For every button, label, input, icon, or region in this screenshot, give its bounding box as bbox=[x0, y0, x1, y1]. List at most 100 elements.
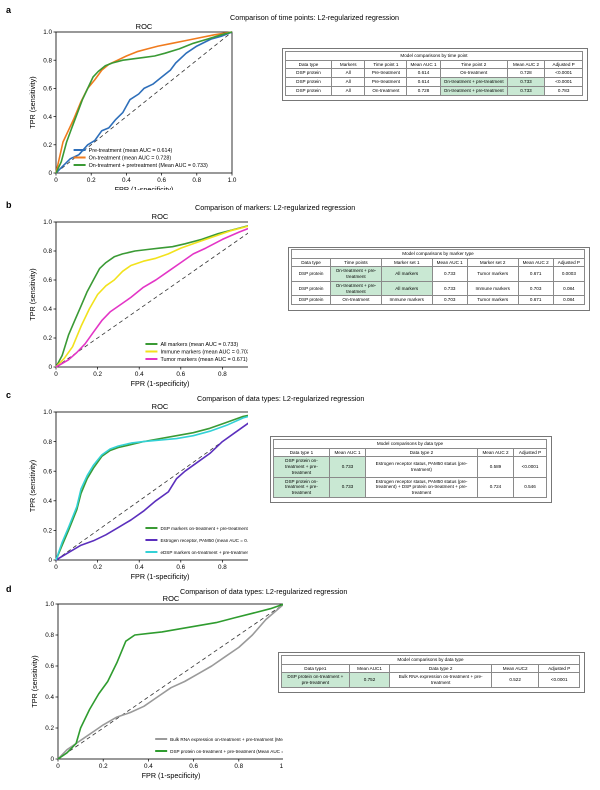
y-axis-label: TPR (sensitivity) bbox=[28, 460, 37, 512]
x-tick-label: 1.0 bbox=[228, 177, 237, 184]
x-axis-label: FPR (1-specificity) bbox=[115, 185, 174, 190]
roc-curve-2 bbox=[55, 31, 233, 174]
comparison-table: Model comparisons by data type Data type … bbox=[273, 439, 547, 498]
x-tick-label: 0.8 bbox=[234, 763, 243, 770]
panel-title: Comparison of data types: L2-regularized… bbox=[180, 587, 348, 596]
table-cell: 0.671 bbox=[517, 266, 554, 282]
table-cell: 0.724 bbox=[476, 476, 515, 498]
table-cell: 0.783 bbox=[544, 85, 583, 96]
column-header: Data type 2 bbox=[389, 663, 492, 674]
column-header: Data type bbox=[285, 59, 332, 70]
table-cell: On-treatment bbox=[364, 85, 408, 96]
column-header: Marker set 1 bbox=[380, 257, 433, 268]
table-caption: Model comparisons by marker type bbox=[291, 249, 585, 259]
table-cell: Tumor markers bbox=[466, 295, 519, 306]
table-cell: 0.728 bbox=[506, 68, 546, 79]
table-caption: Model comparisons by data type bbox=[281, 655, 580, 665]
column-header: Data type 1 bbox=[273, 447, 330, 458]
table-row: DSP protein All On-treatment 0.728 On-treatm… bbox=[285, 85, 583, 96]
column-header: Adjusted P bbox=[538, 663, 580, 674]
legend-label: On-treatment + pretreatment (Mean AUC = … bbox=[89, 163, 208, 169]
x-tick-label: 0.2 bbox=[99, 763, 108, 770]
roc-curve-2 bbox=[57, 603, 283, 760]
table-cell: All markers bbox=[380, 266, 433, 282]
y-tick-label: 0.4 bbox=[43, 498, 52, 505]
table-cell: 0.703 bbox=[517, 280, 554, 297]
column-header: Data type1 bbox=[281, 663, 350, 674]
roc-curve-2 bbox=[55, 422, 248, 561]
roc-curve-2 bbox=[55, 225, 248, 368]
table-cell: <0.0001 bbox=[538, 672, 580, 688]
y-tick-label: 0 bbox=[50, 756, 54, 763]
y-tick-label: 0.6 bbox=[45, 663, 54, 670]
x-axis-label: FPR (1-specificity) bbox=[131, 572, 190, 581]
table-header-row: Data type 1 Mean AUC 1 Data type 2 Mean AUC… bbox=[273, 447, 547, 458]
column-header: Mean AUC 2 bbox=[476, 447, 515, 458]
x-tick-label: 0.8 bbox=[218, 564, 227, 571]
table-caption: Model comparisons by data type bbox=[273, 439, 547, 449]
y-tick-label: 0.2 bbox=[45, 725, 54, 732]
table-row: DSP protein On-treatment Immune markers 0.7… bbox=[290, 295, 586, 306]
chance-line bbox=[55, 232, 248, 368]
column-header: Mean AUC1 bbox=[348, 663, 391, 674]
y-tick-label: 0.2 bbox=[43, 142, 52, 149]
table-cell: DSP protein on-treatment + pre-treatment bbox=[273, 456, 330, 478]
legend-label: Tumor markers (mean AUC = 0.671) bbox=[160, 357, 247, 363]
plot-frame bbox=[57, 603, 283, 760]
table-row: DSP protein on-treatment + pre-treatment… bbox=[273, 476, 547, 498]
x-tick-label: 0.4 bbox=[135, 371, 144, 378]
plot-frame bbox=[55, 31, 233, 174]
legend-label: Immune markers (mean AUC = 0.703) bbox=[160, 350, 248, 356]
x-tick-label: 0.6 bbox=[189, 763, 198, 770]
table-row: DSP protein On-treatment + pre-treatment A… bbox=[290, 266, 586, 282]
table-cell: DSP protein on-treatment + pre-treatment bbox=[281, 672, 350, 688]
y-tick-label: 0 bbox=[48, 557, 52, 564]
table-cell: 0.522 bbox=[490, 672, 540, 688]
table-cell: <0.0001 bbox=[544, 68, 583, 79]
x-tick-label: 0 bbox=[56, 763, 60, 770]
table-cell: Estrogen receptor status, PAM50 status (… bbox=[365, 476, 478, 498]
y-tick-label: 1.0 bbox=[45, 601, 54, 608]
x-tick-label: 0.2 bbox=[87, 177, 96, 184]
x-tick-label: 0.8 bbox=[218, 371, 227, 378]
table-cell: 0.752 bbox=[348, 672, 391, 688]
legend-label: Bulk RNA expression on-treatment + pre-t… bbox=[170, 737, 283, 742]
chance-line bbox=[57, 604, 283, 760]
roc-curve-1 bbox=[55, 225, 248, 368]
y-tick-label: 0.6 bbox=[43, 86, 52, 93]
table-header-row: Data type1 Mean AUC1 Data type 2 Mean AUC2 A… bbox=[281, 663, 580, 674]
table-caption-row: Model comparisons by time point bbox=[285, 51, 583, 61]
panel-letter: d bbox=[6, 584, 12, 594]
chart-title: ROC bbox=[152, 402, 169, 411]
y-tick-label: 1.0 bbox=[43, 409, 52, 416]
table-row: DSP protein On-treatment + pre-treatment A… bbox=[290, 280, 586, 297]
table-cell: DSP protein bbox=[285, 77, 332, 87]
column-header: Data type 2 bbox=[365, 447, 478, 458]
panel-letter: c bbox=[6, 390, 12, 400]
column-header: Mean AUC 1 bbox=[431, 257, 468, 268]
table-cell: Estrogen receptor status, PAM50 status (… bbox=[365, 456, 478, 478]
table-cell: 0.614 bbox=[406, 77, 441, 87]
table-cell: Immune markers bbox=[380, 295, 433, 306]
panel-title: Comparison of data types: L2-regularized… bbox=[197, 394, 365, 403]
table-cell: 0.614 bbox=[406, 68, 441, 79]
table-cell: All bbox=[330, 77, 366, 87]
table-row: DSP protein on-treatment + pre-treatment… bbox=[273, 456, 547, 478]
y-axis-label: TPR (sensitivity) bbox=[30, 655, 39, 707]
y-tick-label: 0 bbox=[48, 364, 52, 371]
column-header: Adjusted P bbox=[552, 257, 586, 268]
x-tick-label: 0.4 bbox=[144, 763, 153, 770]
table-cell: On-treatment + pre-treatment bbox=[330, 266, 382, 282]
table-cell: All bbox=[330, 85, 366, 96]
plot-frame bbox=[55, 221, 248, 368]
column-header: Adjusted P bbox=[544, 59, 583, 70]
y-axis-label: TPR (sensitivity) bbox=[28, 268, 37, 320]
y-tick-label: 0.4 bbox=[45, 694, 54, 701]
table-cell: 0.733 bbox=[328, 456, 367, 478]
panel-title: Comparison of markers: L2-regularized re… bbox=[195, 203, 356, 212]
table-row: DSP protein All Pre-treatment 0.614 On-treat… bbox=[285, 77, 583, 87]
table-cell: 0.671 bbox=[517, 295, 554, 306]
legend-label: Pre-treatment (mean AUC = 0.614) bbox=[89, 148, 173, 154]
